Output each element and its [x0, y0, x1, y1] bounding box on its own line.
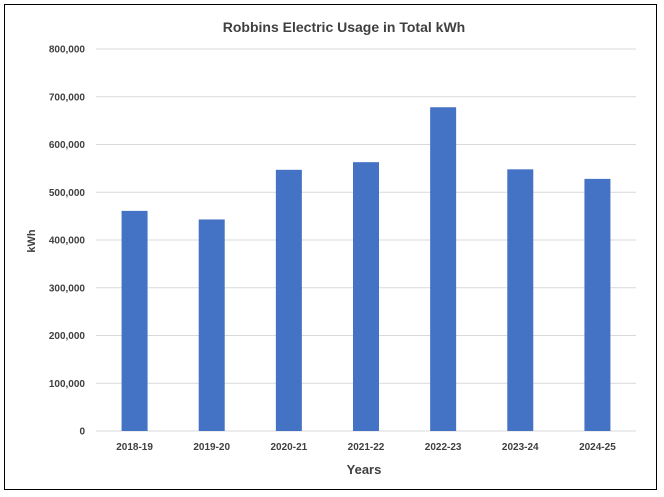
bar-2020-21	[275, 169, 302, 431]
bar-2023-24	[507, 169, 534, 431]
x-tick-label: 2024-25	[579, 442, 616, 453]
bar-2021-22	[353, 162, 379, 432]
y-axis-ticks: 0 100,000 200,000 300,000 400,000 500,000 600,…	[49, 45, 86, 438]
x-tick-label: 2021-22	[348, 442, 385, 453]
x-axis-ticks: 2018-19 2019-20 2020-21 2021-22 2022-23 2023-…	[116, 442, 616, 453]
y-tick-label: 300,000	[49, 283, 86, 294]
bar-2024-25	[584, 178, 611, 431]
x-axis-title: Years	[347, 462, 382, 477]
y-tick-label: 100,000	[49, 379, 86, 390]
y-tick-label: 800,000	[49, 45, 86, 56]
y-tick-label: 600,000	[49, 140, 86, 151]
x-tick-label: 2018-19	[116, 442, 153, 453]
bar-series	[121, 107, 611, 432]
y-tick-label: 700,000	[49, 92, 86, 103]
y-tick-label: 200,000	[49, 331, 86, 342]
y-tick-label: 500,000	[49, 188, 86, 199]
bar-2018-19	[121, 210, 148, 431]
y-tick-label: 0	[79, 427, 85, 438]
bar-2022-23	[430, 107, 457, 431]
y-tick-label: 400,000	[49, 236, 86, 247]
bar-2019-20	[198, 219, 225, 431]
x-tick-label: 2019-20	[193, 442, 230, 453]
x-tick-label: 2023-24	[502, 442, 539, 453]
x-tick-label: 2022-23	[425, 442, 462, 453]
chart-title: Robbins Electric Usage in Total kWh	[223, 19, 465, 35]
x-tick-label: 2020-21	[271, 442, 308, 453]
y-axis-title: kWh	[26, 229, 38, 253]
chart-frame	[4, 4, 657, 490]
